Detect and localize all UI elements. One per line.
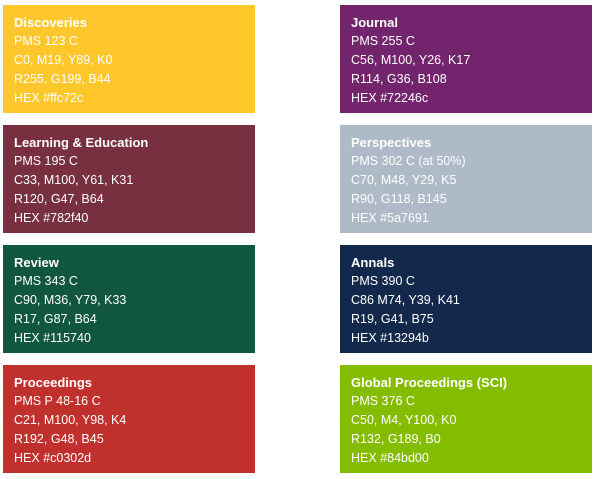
swatch-journal: Journal PMS 255 C C56, M100, Y26, K17 R1… <box>340 5 592 113</box>
swatch-name: Review <box>14 255 59 270</box>
swatch-hex: HEX #ffc72c <box>14 91 84 105</box>
swatch-rgb: R192, G48, B45 <box>14 432 104 446</box>
swatch-rgb: R114, G36, B108 <box>351 72 447 86</box>
swatch-cmyk: C86 M74, Y39, K41 <box>351 293 460 307</box>
swatch-rgb: R19, G41, B75 <box>351 312 434 326</box>
swatch-cmyk: C90, M36, Y79, K33 <box>14 293 127 307</box>
swatch-hex: HEX #5a7691 <box>351 211 429 225</box>
swatch-rgb: R132, G189, B0 <box>351 432 441 446</box>
swatch-annals: Annals PMS 390 C C86 M74, Y39, K41 R19, … <box>340 245 592 353</box>
swatch-global-proceedings-sci: Global Proceedings (SCI) PMS 376 C C50, … <box>340 365 592 473</box>
swatch-pms: PMS 255 C <box>351 34 415 48</box>
swatch-name: Learning & Education <box>14 135 149 150</box>
swatch-pms: PMS P 48-16 C <box>14 394 101 408</box>
swatch-cmyk: C50, M4, Y100, K0 <box>351 413 457 427</box>
swatch-name: Global Proceedings (SCI) <box>351 375 508 390</box>
swatch-cmyk: C33, M100, Y61, K31 <box>14 173 134 187</box>
swatch-rgb: R255, G199, B44 <box>14 72 111 86</box>
swatch-hex: HEX #115740 <box>14 331 91 345</box>
swatch-cmyk: C21, M100, Y98, K4 <box>14 413 127 427</box>
swatch-perspectives: Perspectives PMS 302 C (at 50%) C70, M48… <box>340 125 592 233</box>
swatch-pms: PMS 390 C <box>351 274 415 288</box>
swatch-review: Review PMS 343 C C90, M36, Y79, K33 R17,… <box>3 245 255 353</box>
swatch-learning-education: Learning & Education PMS 195 C C33, M100… <box>3 125 255 233</box>
swatch-cmyk: C70, M48, Y29, K5 <box>351 173 457 187</box>
swatch-rgb: R90, G118, B145 <box>351 192 447 206</box>
swatch-rgb: R120, G47, B64 <box>14 192 104 206</box>
swatch-cmyk: C0, M19, Y89, K0 <box>14 53 113 67</box>
swatch-name: Proceedings <box>14 375 93 390</box>
swatch-rgb: R17, G87, B64 <box>14 312 97 326</box>
swatch-name: Annals <box>351 255 395 270</box>
swatch-pms: PMS 195 C <box>14 154 78 168</box>
swatch-hex: HEX #72246c <box>351 91 429 105</box>
swatch-hex: HEX #c0302d <box>14 451 92 465</box>
swatch-cmyk: C56, M100, Y26, K17 <box>351 53 471 67</box>
swatch-pms: PMS 302 C (at 50%) <box>351 154 466 168</box>
swatch-pms: PMS 376 C <box>351 394 415 408</box>
swatch-name: Perspectives <box>351 135 432 150</box>
swatch-hex: HEX #782f40 <box>14 211 89 225</box>
swatch-hex: HEX #13294b <box>351 331 429 345</box>
swatch-name: Discoveries <box>14 15 87 30</box>
swatch-discoveries: Discoveries PMS 123 C C0, M19, Y89, K0 R… <box>3 5 255 113</box>
swatch-proceedings: Proceedings PMS P 48-16 C C21, M100, Y98… <box>3 365 255 473</box>
swatch-hex: HEX #84bd00 <box>351 451 429 465</box>
swatch-pms: PMS 343 C <box>14 274 78 288</box>
swatch-pms: PMS 123 C <box>14 34 78 48</box>
swatch-name: Journal <box>351 15 398 30</box>
